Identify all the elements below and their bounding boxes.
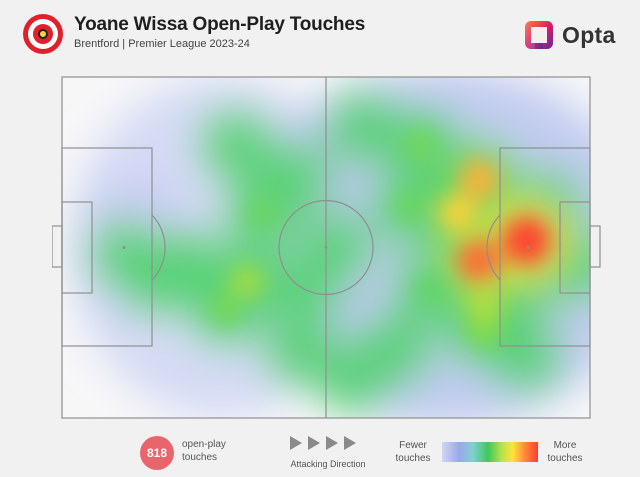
heat-core bbox=[502, 216, 551, 265]
heat-point bbox=[262, 312, 337, 387]
left-penalty-spot bbox=[122, 246, 126, 249]
legend-footer: 818 open-play touches Attacking Directio… bbox=[0, 426, 640, 477]
arrow-right-icon bbox=[290, 436, 302, 450]
heat-core bbox=[394, 190, 427, 223]
arrow-right-icon bbox=[308, 436, 320, 450]
heatmap-color-scale bbox=[442, 442, 538, 462]
heat-core bbox=[229, 264, 265, 299]
centre-circle bbox=[278, 199, 374, 296]
centre-spot bbox=[324, 246, 328, 249]
legend-low-label: Fewer touches bbox=[395, 440, 431, 464]
heat-core bbox=[457, 239, 502, 284]
heat-core bbox=[459, 159, 500, 200]
arrow-right-icon bbox=[326, 436, 338, 450]
pitch-lines bbox=[51, 76, 601, 419]
heat-point bbox=[267, 250, 343, 327]
right-goal bbox=[589, 225, 601, 268]
attacking-direction-arrows bbox=[290, 436, 370, 450]
brentford-badge-icon bbox=[23, 14, 63, 54]
heat-core bbox=[438, 194, 478, 233]
attacking-direction-label: Attacking Direction bbox=[290, 459, 366, 469]
heat-core bbox=[466, 284, 502, 320]
header: Yoane Wissa Open-Play Touches Brentford … bbox=[0, 0, 640, 70]
touch-count-label: open-play touches bbox=[182, 439, 226, 463]
opta-logo-icon bbox=[525, 21, 553, 49]
touch-count-badge: 818 bbox=[140, 436, 174, 470]
opta-logo: Opta bbox=[522, 16, 616, 54]
legend-high-label: More touches bbox=[547, 440, 583, 464]
heat-point bbox=[356, 311, 433, 388]
heat-core bbox=[416, 273, 447, 304]
left-goal bbox=[51, 225, 63, 268]
arrow-right-icon bbox=[344, 436, 356, 450]
heat-core bbox=[467, 312, 502, 347]
heat-layer-top bbox=[209, 129, 551, 347]
pitch-heatmap bbox=[51, 76, 602, 420]
heat-core bbox=[209, 292, 242, 325]
right-penalty-arc bbox=[486, 214, 501, 281]
heat-core bbox=[246, 197, 279, 230]
heat-point bbox=[197, 106, 275, 184]
heat-core bbox=[405, 129, 438, 162]
left-penalty-arc bbox=[151, 214, 166, 281]
page-subtitle: Brentford | Premier League 2023-24 bbox=[74, 38, 250, 50]
heatmap-svg bbox=[51, 76, 601, 419]
heat-point bbox=[325, 90, 401, 166]
opta-wordmark: Opta bbox=[562, 21, 616, 48]
right-penalty-spot bbox=[526, 246, 530, 249]
page-title: Yoane Wissa Open-Play Touches bbox=[74, 14, 366, 35]
